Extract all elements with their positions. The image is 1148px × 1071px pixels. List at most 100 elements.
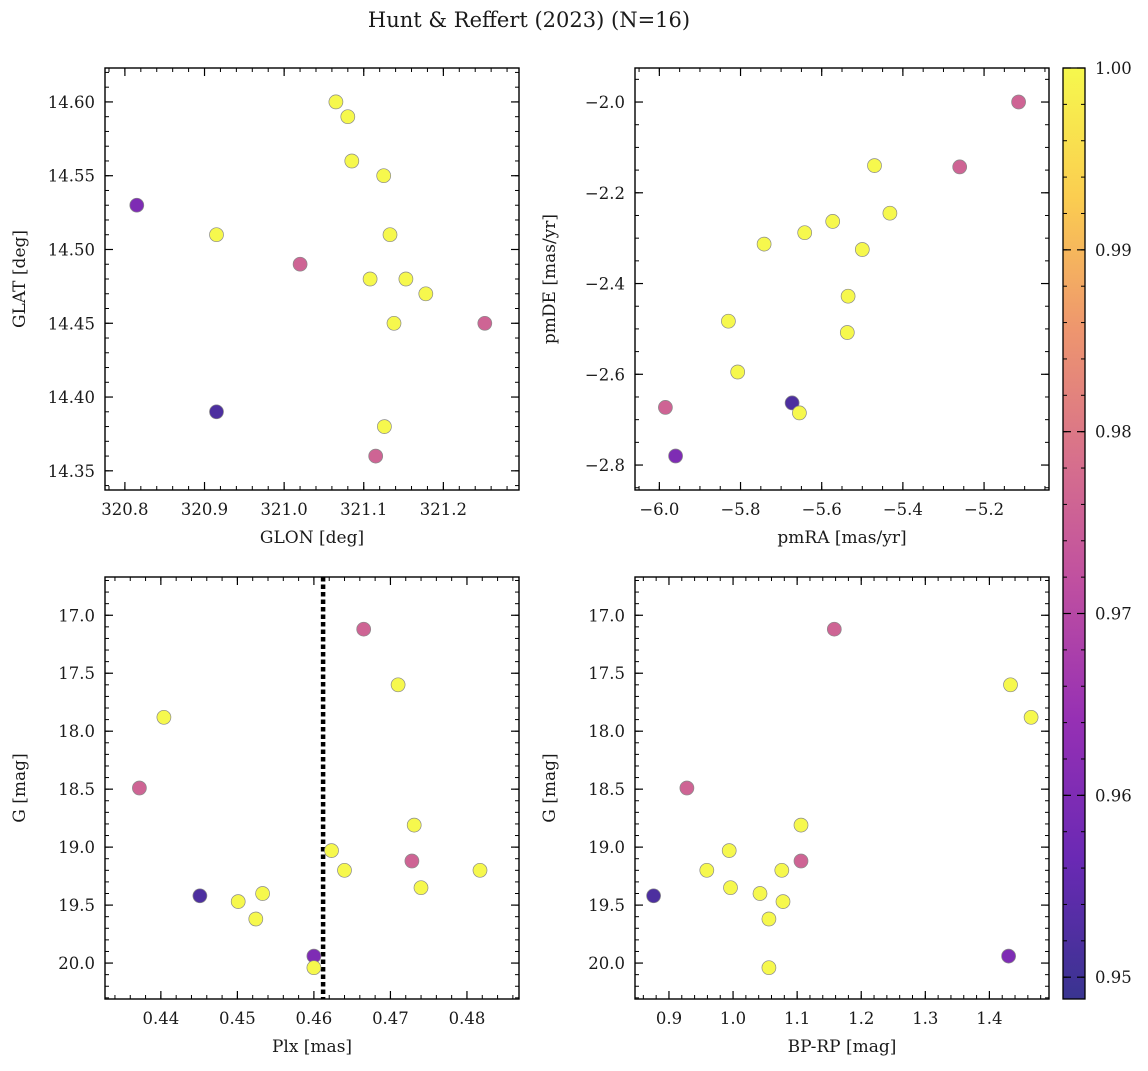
x-tick-label: 321.1 [340,500,387,519]
panel-glon-glat: 320.8 320.9 321.0 321.1 321.2 14.35 14.40 14.45… [10,67,520,548]
data-point [129,197,145,213]
data-point [248,911,264,927]
data-point [721,843,737,858]
panel-plx-g: 0.44 0.45 0.46 0.47 0.48 17.0 17.5 18.0 18.5 19.0… [10,576,520,1057]
y-tick-label: 20.0 [58,954,95,973]
y-axis-label: pmDE [mas/yr] [540,214,560,344]
data-point [867,158,882,173]
y-tick-label: 14.60 [48,93,95,112]
x-tick-label: −6.0 [639,500,679,519]
data-point [472,862,488,878]
data-point [1003,677,1018,693]
data-point [774,862,790,878]
data-point [882,205,898,221]
y-axis-label: G [mag] [10,753,30,822]
data-point [230,894,246,909]
colorbar-tick-label: 0.97 [1095,605,1132,624]
y-tick-label: 17.5 [58,664,95,683]
y-tick-label: 19.0 [58,838,95,857]
data-point [418,286,434,302]
data-point [792,405,807,421]
minor-ticks [635,68,1049,490]
y-tick-label: 14.55 [48,167,95,186]
axes-frame [634,576,1050,1000]
y-tick-label: 18.5 [58,780,95,799]
panel-pmra-pmde: −6.0 −5.8 −5.6 −5.4 −5.2 −2.8 −2.6 −2.4 −2.2 −2.0… [540,67,1050,548]
data-point [192,888,208,904]
data-point [797,225,813,241]
data-point [255,886,270,901]
data-point [209,227,224,243]
y-tick-label: 18.0 [588,722,625,741]
data-point [376,168,392,184]
data-point [406,817,422,833]
x-tick-label: 320.9 [181,500,228,519]
y-tick-label: −2.0 [585,93,625,112]
y-tick-label: 17.0 [588,606,625,625]
data-point [344,153,360,169]
y-tick-label: 19.5 [588,896,625,915]
x-tick-label: 1.1 [784,1009,810,1028]
axes-frame [104,576,520,1000]
minor-ticks [105,68,519,490]
data-point [721,313,736,329]
data-point [390,677,406,693]
x-axis-label: GLON [deg] [260,528,364,548]
y-tick-label: 14.40 [48,388,95,407]
x-tick-label: 320.8 [101,500,148,519]
x-tick-label: −5.4 [883,500,923,519]
axes-frame [634,67,1050,491]
y-tick-label: 17.0 [58,606,95,625]
data-point [854,242,870,257]
data-point [825,214,841,229]
data-point [658,400,673,415]
panels-layer: 320.8 320.9 321.0 321.1 321.2 14.35 14.40 14.45… [10,67,1050,1057]
data-point [156,709,172,725]
y-tick-label: −2.8 [585,456,625,475]
data-point [761,911,777,927]
data-point [723,880,738,896]
data-point [1001,948,1016,964]
data-point [775,894,791,909]
x-tick-label: 0.45 [219,1009,256,1028]
data-point [328,94,344,110]
y-tick-label: 18.5 [588,780,625,799]
x-axis-label: pmRA [mas/yr] [777,528,906,548]
x-tick-label: 1.0 [720,1009,746,1028]
x-tick-label: 321.0 [261,500,308,519]
x-tick-label: −5.8 [720,500,760,519]
x-tick-label: 1.4 [976,1009,1002,1028]
data-point [413,880,429,896]
y-tick-label: 17.5 [588,664,625,683]
data-point [826,621,842,637]
x-tick-label: 0.47 [372,1009,409,1028]
data-point [952,159,968,175]
y-tick-label: 14.35 [48,462,95,481]
data-point [292,256,308,272]
data-point [386,315,402,331]
data-point [404,853,420,869]
data-point [477,315,493,331]
data-point [1011,94,1026,110]
data-point [324,843,339,858]
x-tick-label: 1.3 [912,1009,938,1028]
y-tick-label: 20.0 [588,954,625,973]
data-point [793,817,809,833]
x-tick-label: 1.2 [848,1009,874,1028]
y-axis-label: G [mag] [540,753,560,822]
colorbar: 0.95 0.96 0.97 0.98 0.99 1.00 [1062,59,1132,1000]
colorbar-tick-label: 0.99 [1095,241,1132,260]
y-tick-label: 18.0 [58,722,95,741]
colorbar-frame [1062,67,1086,1000]
y-tick-label: 14.45 [48,314,95,333]
data-point [699,862,715,878]
data-point [730,364,746,380]
y-tick-label: −2.4 [585,275,625,294]
data-point [668,448,683,464]
colorbar-tick-label: 0.96 [1095,786,1132,805]
colorbar-tick-label: 0.95 [1095,968,1132,987]
data-point [646,888,661,904]
figure-title: Hunt & Reffert (2023) (N=16) [368,8,690,32]
x-axis-label: BP-RP [mag] [788,1037,897,1057]
